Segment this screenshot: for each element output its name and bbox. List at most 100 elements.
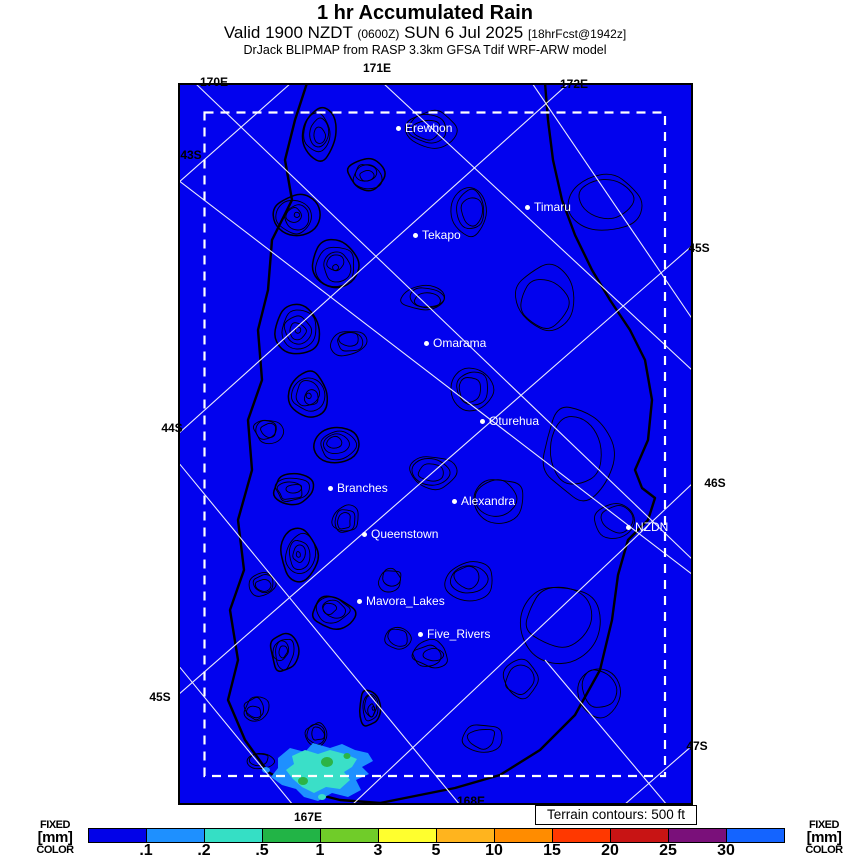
- city-marker-queenstown: Queenstown: [362, 528, 438, 540]
- terrain-contour: [412, 644, 442, 667]
- coastline: [226, 85, 657, 803]
- rain-speck-light: [262, 767, 270, 773]
- grid-label-47s: 47S: [686, 739, 708, 753]
- terrain-contour: [417, 463, 444, 482]
- city-label: Branches: [337, 481, 388, 495]
- terrain-contour: [293, 211, 301, 218]
- terrain-contour: [287, 370, 329, 418]
- city-marker-oturehua: Oturehua: [480, 415, 539, 427]
- terrain-contour: [450, 187, 487, 238]
- city-marker-alexandra: Alexandra: [452, 495, 515, 507]
- valid-date: SUN 6 Jul 2025: [404, 23, 524, 42]
- terrain-contour: [382, 567, 401, 587]
- terrain-contour: [272, 640, 290, 662]
- terrain-contour: [322, 599, 346, 619]
- terrain-contour: [474, 479, 518, 517]
- terrain-contour: [581, 669, 618, 708]
- terrain-contour: [444, 561, 493, 602]
- terrain-contour: [313, 426, 360, 464]
- graticule-line: [180, 666, 293, 803]
- graticule-line: [544, 659, 667, 803]
- terrain-contour: [288, 539, 311, 571]
- colorbar-tick-.1: .1: [139, 842, 153, 859]
- grid-label-45s: 45S: [688, 241, 710, 255]
- rain-spot-green: [321, 757, 333, 767]
- graticule-line: [180, 85, 568, 433]
- colorbar-segment: [379, 829, 437, 842]
- model-info-line: DrJack BLIPMAP from RASP 3.3km GFSA Tdif…: [243, 43, 607, 57]
- terrain-contours: [243, 106, 643, 770]
- terrain-contour: [387, 628, 408, 647]
- header: 1 hr Accumulated Rain Valid 1900 NZDT (0…: [0, 2, 850, 58]
- terrain-contour: [272, 193, 321, 237]
- city-marker-nzdn: NZDN: [626, 521, 668, 533]
- rain-speck-light: [318, 794, 326, 800]
- graticule-line: [384, 85, 691, 370]
- colorbar-segment: [553, 829, 611, 842]
- unit-label-line: COLOR: [805, 844, 843, 856]
- city-label: Timaru: [534, 200, 571, 214]
- city-dot-icon: [525, 205, 530, 211]
- terrain-contour: [243, 696, 264, 719]
- grid-label-45s: 45S: [149, 690, 171, 704]
- grid-label-167e: 167E: [293, 810, 323, 824]
- terrain-contour: [260, 422, 276, 439]
- graticule-line: [180, 246, 691, 694]
- colorbar-segment: [611, 829, 669, 842]
- terrain-contour: [252, 574, 274, 594]
- city-label: Mavora_Lakes: [366, 594, 445, 608]
- terrain-contour: [272, 472, 315, 506]
- unit-label-line: [mm]: [37, 829, 73, 846]
- terrain-contour: [292, 544, 306, 563]
- grid-label-44s: 44S: [161, 421, 183, 435]
- city-label: Five_Rivers: [427, 627, 491, 641]
- terrain-contour: [275, 638, 295, 671]
- city-label: Oturehua: [489, 414, 540, 428]
- terrain-contour: [466, 729, 496, 750]
- terrain-contour: [473, 479, 524, 524]
- terrain-contour: [322, 602, 338, 615]
- terrain-contour: [346, 157, 386, 192]
- colorbar-tick-.2: .2: [197, 842, 211, 859]
- colorbar-segment: [147, 829, 205, 842]
- terrain-contour: [323, 251, 352, 283]
- terrain-contour: [323, 433, 350, 454]
- terrain-contour: [252, 419, 285, 445]
- terrain-note-box: Terrain contours: 500 ft: [535, 805, 697, 825]
- colorbar-segment: [495, 829, 553, 842]
- terrain-contour: [461, 724, 503, 753]
- colorbar-segment: [669, 829, 727, 842]
- terrain-contour: [311, 238, 360, 289]
- terrain-contour: [311, 726, 325, 741]
- terrain-contour: [315, 596, 351, 624]
- terrain-contour: [450, 367, 495, 412]
- valid-time-utc: (0600Z): [357, 27, 400, 41]
- terrain-contour: [505, 664, 535, 695]
- terrain-contour: [456, 371, 488, 406]
- graticule-line: [180, 180, 691, 575]
- terrain-contour: [304, 722, 328, 747]
- forecast-map: [178, 83, 693, 805]
- terrain-contour: [243, 696, 270, 722]
- city-dot-icon: [626, 525, 631, 531]
- terrain-contour: [303, 112, 331, 153]
- grid-label-43s: 43S: [180, 148, 202, 162]
- terrain-contour: [301, 106, 337, 162]
- terrain-contour: [409, 456, 458, 491]
- graticule-line: [180, 463, 460, 803]
- city-marker-five_rivers: Five_Rivers: [418, 628, 490, 640]
- terrain-contour: [412, 119, 441, 141]
- colorbar-segment: [321, 829, 379, 842]
- terrain-contour: [290, 377, 326, 412]
- terrain-contour: [378, 570, 402, 593]
- graticule-line: [353, 484, 691, 803]
- terrain-contour: [285, 484, 303, 494]
- terrain-contour: [309, 117, 330, 148]
- terrain-contour: [578, 179, 635, 220]
- terrain-contour: [311, 595, 357, 631]
- colorbar-segment: [263, 829, 321, 842]
- terrain-contour: [334, 509, 356, 533]
- terrain-contour: [407, 113, 447, 144]
- grid-label-46s: 46S: [704, 476, 726, 490]
